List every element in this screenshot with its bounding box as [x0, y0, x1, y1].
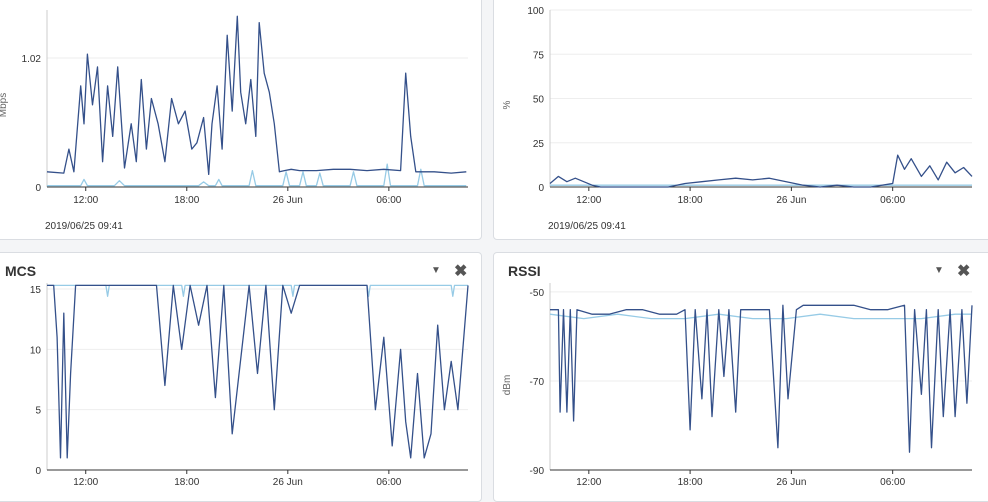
- y-tick-label: -50: [530, 288, 545, 299]
- y-tick-label: 75: [533, 50, 545, 61]
- chevron-down-icon[interactable]: ▼: [934, 265, 944, 276]
- series-line: [47, 163, 467, 187]
- x-tick-label: 06:00: [880, 195, 905, 206]
- x-tick-label: 18:00: [678, 477, 703, 488]
- x-tick-label: 06:00: [376, 477, 401, 488]
- y-tick-label: 15: [30, 285, 42, 296]
- x-tick-label: 06:00: [880, 477, 905, 488]
- mcs-panel-title: MCS: [5, 263, 37, 279]
- x-tick-label: 12:00: [73, 195, 98, 206]
- x-tick-label: 26 Jun: [776, 477, 806, 488]
- series-line: [47, 284, 469, 459]
- x-tick-label: 18:00: [174, 195, 199, 206]
- rssi-panel-title: RSSI: [508, 263, 541, 279]
- x-tick-label: 06:00: [376, 195, 401, 206]
- y-tick-label: 0: [35, 183, 41, 194]
- x-tick-label: 26 Jun: [273, 195, 303, 206]
- y-tick-label: -70: [530, 377, 545, 388]
- mcs-panel: MCS ▼ ✖: [0, 252, 482, 502]
- y-tick-label: 1.02: [22, 54, 42, 65]
- throughput-timestamp: 2019/06/25 09:41: [45, 221, 123, 232]
- close-icon[interactable]: ✖: [454, 263, 468, 280]
- x-tick-label: 18:00: [678, 195, 703, 206]
- x-tick-label: 12:00: [576, 477, 601, 488]
- rssi-chart: -50 -70 -90 12:00 18:00 26 Jun 06:00 dBm: [502, 283, 973, 488]
- series-line: [47, 284, 468, 297]
- series-line: [550, 304, 973, 453]
- utilization-chart: 0 25 50 75 100 12:00 18:00 26 Jun 06:00%: [502, 6, 973, 206]
- y-tick-label: 100: [527, 6, 544, 17]
- utilization-timestamp: 2019/06/25 09:41: [548, 221, 626, 232]
- y-tick-label: 50: [533, 95, 545, 106]
- y-axis-label: dBm: [502, 375, 513, 396]
- y-tick-label: 25: [533, 139, 545, 150]
- y-tick-label: 10: [30, 345, 42, 356]
- close-icon[interactable]: ✖: [957, 263, 971, 280]
- series-line: [46, 15, 467, 176]
- x-tick-label: 26 Jun: [273, 477, 303, 488]
- series-line: [549, 313, 972, 320]
- y-tick-label: 5: [35, 406, 41, 417]
- throughput-chart: 0 1.02 12:00 18:00 26 Jun 06:00 Mbps: [0, 10, 468, 206]
- y-axis-label: %: [502, 100, 513, 109]
- y-tick-label: 0: [35, 466, 41, 477]
- utilization-panel: 2019/06/25 09:41: [493, 0, 988, 240]
- x-tick-label: 12:00: [576, 195, 601, 206]
- throughput-panel: 2019/06/25 09:41: [0, 0, 482, 240]
- x-tick-label: 18:00: [174, 477, 199, 488]
- mcs-chart: 0 5 10 15 12:00 18:00 26 Jun 06:00: [30, 283, 469, 488]
- y-tick-label: -90: [530, 466, 545, 477]
- x-tick-label: 26 Jun: [776, 195, 806, 206]
- y-axis-label: Mbps: [0, 93, 9, 117]
- y-tick-label: 0: [538, 183, 544, 194]
- series-line: [549, 154, 973, 188]
- chevron-down-icon[interactable]: ▼: [431, 265, 441, 276]
- x-tick-label: 12:00: [73, 477, 98, 488]
